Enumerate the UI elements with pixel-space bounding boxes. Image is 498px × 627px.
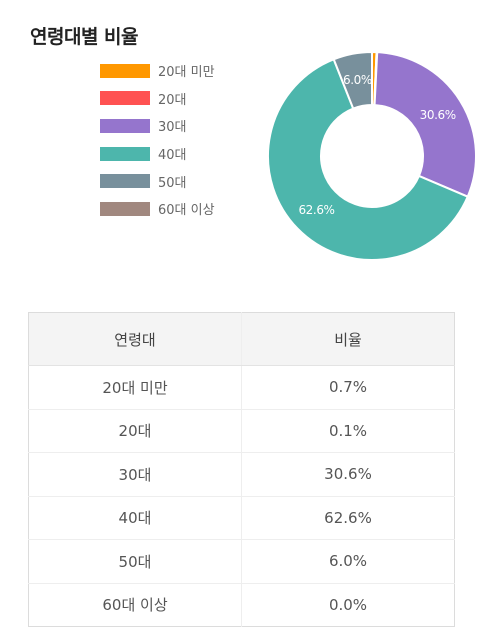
donut-chart: 30.6% 62.6% 6.0% — [262, 46, 482, 266]
age-group-cell: 40대 — [28, 496, 242, 540]
legend-label: 50대 — [158, 175, 187, 191]
legend-label: 30대 — [158, 120, 187, 136]
column-header-ratio: 비율 — [241, 312, 455, 366]
age-group-cell: 60대 이상 — [102, 596, 168, 615]
legend-label: 40대 — [158, 148, 187, 164]
legend-item[interactable]: 30대 — [100, 112, 215, 140]
ratio-cell: 6.0% — [241, 539, 455, 584]
legend-swatch — [100, 174, 150, 189]
legend-label: 60대 이상 — [158, 203, 215, 219]
age-group-cell: 50대 — [28, 539, 242, 584]
ratio-cell: 0.1% — [241, 409, 455, 453]
table-header-row: 연령대 비율 — [28, 312, 455, 366]
donut-slice[interactable] — [332, 50, 373, 110]
table-row: 60대 이상 0.0% — [29, 583, 455, 627]
age-group-cell: 20대 — [28, 409, 242, 453]
chart-legend: 20대 미만 20대 30대 40대 50대 60대 이상 — [100, 57, 215, 223]
table-row: 30대 30.6% — [28, 452, 455, 497]
table-row: 50대 6.0% — [28, 539, 455, 584]
column-header-age: 연령대 — [28, 312, 242, 366]
age-group-cell: 20대 미만 — [28, 365, 242, 410]
slice-data-label: 62.6% — [298, 203, 334, 217]
legend-swatch — [100, 91, 150, 106]
ratio-cell: 0.7% — [241, 365, 455, 410]
donut-slice[interactable] — [267, 58, 470, 261]
legend-swatch — [100, 146, 150, 161]
legend-item[interactable]: 20대 미만 — [100, 57, 215, 85]
legend-swatch — [100, 118, 150, 133]
ratio-cell: 30.6% — [241, 452, 455, 497]
donut-chart-svg: 30.6% 62.6% 6.0% — [267, 50, 477, 261]
ratio-cell: 62.6% — [241, 496, 455, 540]
chart-title: 연령대별 비율 — [30, 26, 139, 48]
legend-item[interactable]: 20대 — [100, 85, 215, 113]
ratio-cell: 0.0% — [241, 583, 455, 627]
legend-label: 20대 — [158, 92, 187, 108]
legend-item[interactable]: 50대 — [100, 167, 215, 195]
legend-label: 20대 미만 — [158, 65, 215, 81]
legend-item[interactable]: 40대 — [100, 140, 215, 168]
table-row: 20대 0.1% — [28, 409, 455, 453]
table-row: 40대 62.6% — [28, 496, 455, 540]
legend-swatch — [100, 63, 150, 78]
legend-item[interactable]: 60대 이상 — [100, 195, 215, 223]
table-row: 20대 미만 0.7% — [28, 365, 455, 410]
donut-slice[interactable] — [373, 51, 477, 199]
age-group-cell: 30대 — [28, 452, 242, 497]
age-ratio-table: 연령대 비율 20대 미만 0.7% 20대 0.1% 30대 30.6% 40대 62.6%… — [28, 312, 455, 627]
legend-swatch — [100, 201, 150, 216]
table-body: 20대 미만 0.7% 20대 0.1% 30대 30.6% 40대 62.6% 50대 6.0%… — [28, 365, 455, 627]
slice-data-label: 6.0% — [343, 73, 372, 87]
slice-data-label: 30.6% — [420, 108, 456, 122]
